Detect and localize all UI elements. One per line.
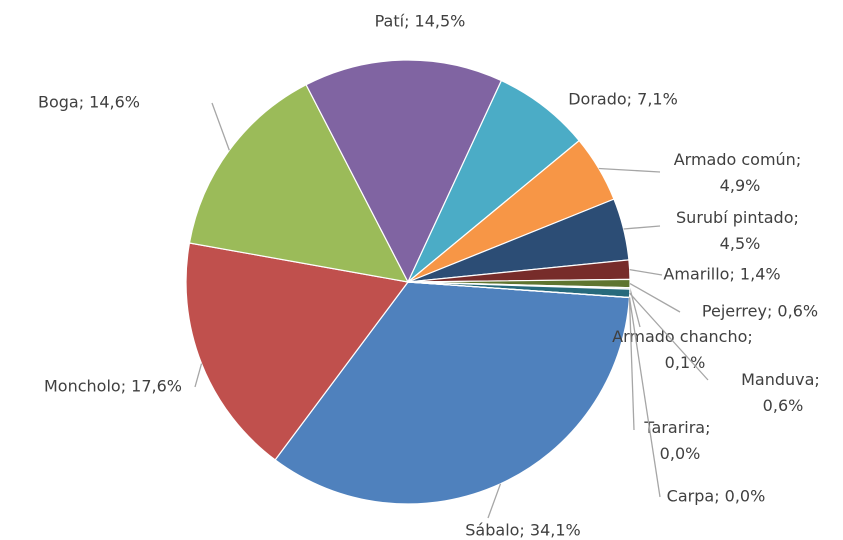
- label-line: Armado chancho;: [612, 327, 758, 346]
- leader-line: [629, 268, 663, 276]
- pie-slice: [305, 59, 503, 284]
- data-label: Patí; 14,5%: [375, 12, 466, 31]
- data-label: Dorado; 7,1%: [568, 90, 678, 109]
- label-line: Manduva;: [741, 370, 825, 389]
- label-line: 4,9%: [720, 176, 761, 195]
- leader-line: [629, 282, 681, 313]
- data-label: Surubí pintado; 4,5%: [676, 208, 804, 253]
- data-label: Moncholo; 17,6%: [44, 377, 182, 396]
- leader-line: [598, 167, 661, 173]
- data-label: Boga; 14,6%: [38, 93, 140, 112]
- pie-slice: [185, 242, 410, 461]
- label-line: Tararira;: [643, 418, 715, 437]
- data-label: Carpa; 0,0%: [667, 487, 766, 506]
- data-label: Armado chancho; 0,1%: [612, 327, 758, 372]
- leader-line: [211, 102, 230, 151]
- label-line: 0,0%: [660, 444, 701, 463]
- data-label: Armado común; 4,9%: [674, 150, 807, 195]
- data-label: Sábalo; 34,1%: [465, 521, 580, 540]
- pie-slice: [274, 281, 631, 505]
- data-label: Manduva; 0,6%: [741, 370, 825, 415]
- leader-line: [194, 363, 203, 388]
- leader-line: [628, 297, 635, 431]
- data-label: Amarillo; 1,4%: [663, 265, 780, 284]
- leader-line: [623, 225, 661, 230]
- pie-slice: [188, 83, 410, 283]
- leader-line: [629, 292, 709, 381]
- label-line: Surubí pintado;: [676, 208, 804, 227]
- label-line: Armado común;: [674, 150, 807, 169]
- label-line: 4,5%: [720, 234, 761, 253]
- data-label: Pejerrey; 0,6%: [702, 302, 818, 321]
- data-label: Tararira; 0,0%: [643, 418, 715, 463]
- leader-line: [628, 297, 661, 498]
- leader-line: [487, 483, 502, 519]
- label-line: 0,6%: [763, 396, 804, 415]
